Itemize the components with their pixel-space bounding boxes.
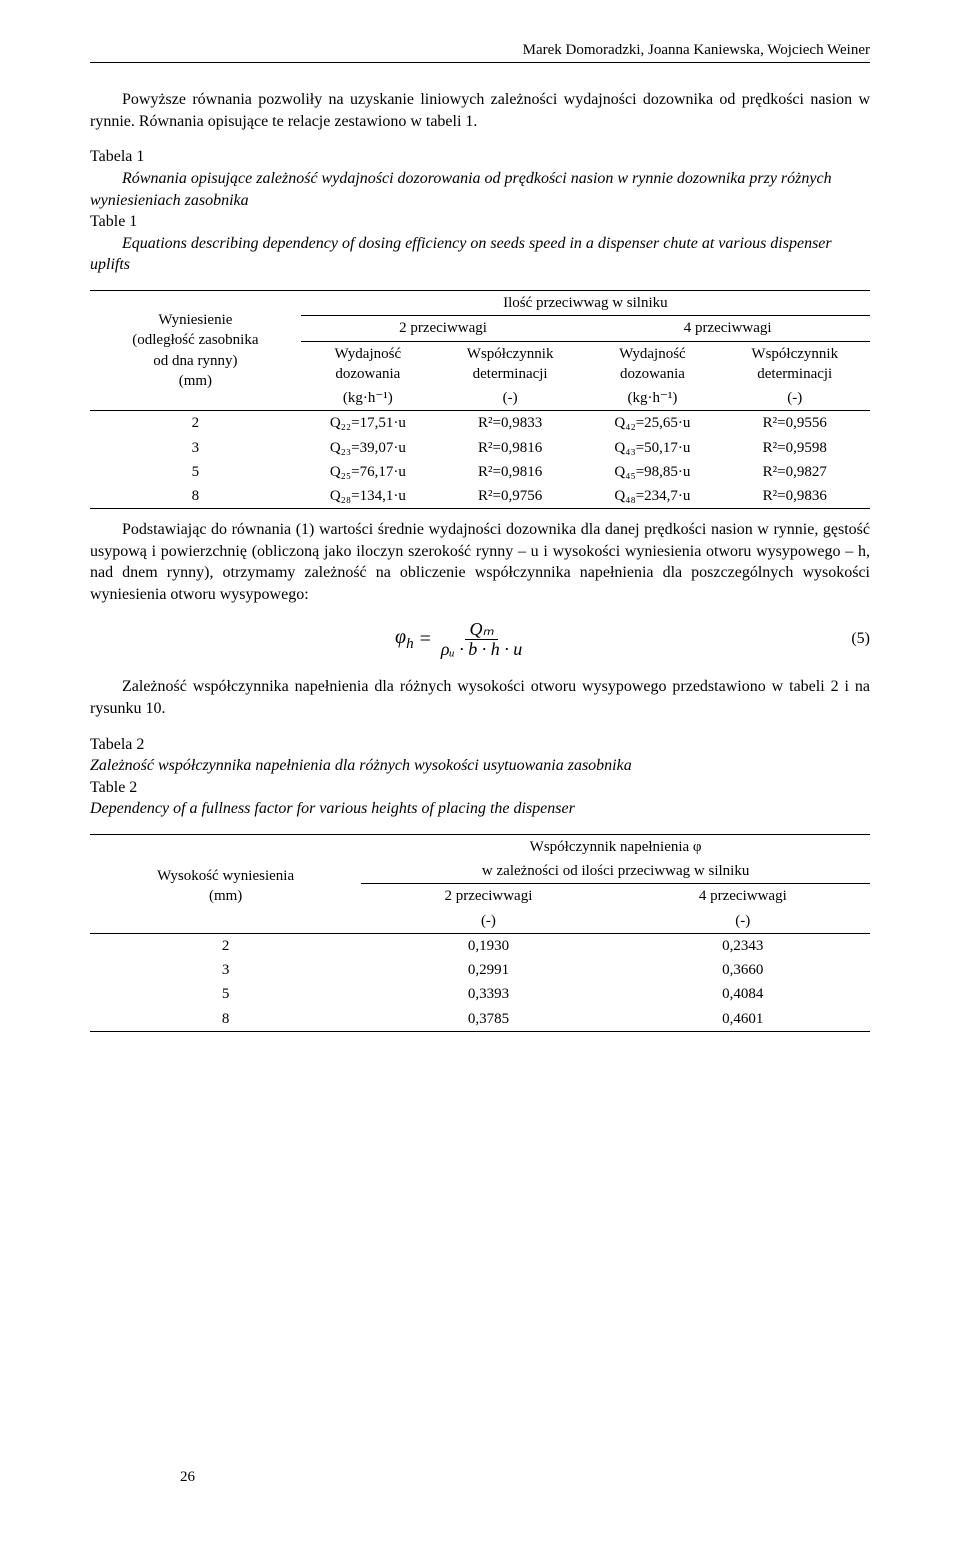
caption-en-title: Table 1 [90,211,870,233]
equation: φh = Qₘ ρᵤ · b · h · u (5) [90,620,870,659]
rowhead: od dna rynny) [96,351,295,371]
col-group-header: w zależności od ilości przeciwwag w siln… [361,859,870,884]
paragraph: Powyższe równania pozwoliły na uzyskanie… [90,89,870,132]
equation-number: (5) [831,628,870,650]
col-subhead: 2 przeciwwagi [301,316,586,341]
rowhead: (mm) [96,371,295,391]
caption-en-title: Table 2 [90,777,870,799]
col-label: Współczynnikdeterminacji [720,341,870,386]
table-row: 3Q₂₃=39,07·uR²=0,9816Q₄₃=50,17·uR²=0,959… [90,436,870,460]
caption-en-body: Equations describing dependency of dosin… [90,233,870,276]
caption-pl-body: Równania opisujące zależność wydajności … [90,168,870,211]
table-row: 2Q₂₂=17,51·uR²=0,9833Q₄₂=25,65·uR²=0,955… [90,411,870,436]
caption-pl-title: Tabela 1 [90,146,870,168]
table2-caption: Tabela 2 Zależność współczynnika napełni… [90,734,870,820]
col-unit: (-) [720,386,870,411]
col-subhead: 4 przeciwwagi [585,316,870,341]
table-row: 5Q₂₅=76,17·uR²=0,9816Q₄₅=98,85·uR²=0,982… [90,460,870,484]
rowhead: Wyniesienie [96,310,295,330]
caption-pl-body: Zależność współczynnika napełnienia dla … [90,755,870,777]
table-row: 20,19300,2343 [90,933,870,958]
rowhead: Wysokość wyniesienia [96,866,355,886]
col-group-header: Współczynnik napełnienia φ [361,834,870,859]
table-2: Wysokość wyniesienia (mm) Współczynnik n… [90,834,870,1032]
rowhead: (mm) [96,886,355,906]
col-label: Wydajnośćdozowania [301,341,435,386]
col-unit: (kg·h⁻¹) [585,386,719,411]
paragraph: Zależność współczynnika napełnienia dla … [90,676,870,719]
paragraph: Podstawiając do równania (1) wartości śr… [90,519,870,605]
rowhead: (odległość zasobnika [96,330,295,350]
col-label: Wydajnośćdozowania [585,341,719,386]
table-1: Wyniesienie (odległość zasobnika od dna … [90,290,870,509]
caption-pl-title: Tabela 2 [90,734,870,756]
col-unit: (kg·h⁻¹) [301,386,435,411]
col-unit: (-) [361,909,615,934]
page-number: 26 [180,1467,195,1487]
table-row: 8Q₂₈=134,1·uR²=0,9756Q₄₈=234,7·uR²=0,983… [90,484,870,509]
col-label: 4 przeciwwagi [616,884,870,909]
caption-en-body: Dependency of a fullness factor for vari… [90,798,870,820]
col-unit: (-) [616,909,870,934]
page-header: Marek Domoradzki, Joanna Kaniewska, Wojc… [90,40,870,63]
table1-caption: Tabela 1 Równania opisujące zależność wy… [90,146,870,276]
col-group-header: Ilość przeciwwag w silniku [301,291,870,316]
col-label: Współczynnikdeterminacji [435,341,585,386]
table-row: 30,29910,3660 [90,958,870,982]
table-row: 50,33930,4084 [90,982,870,1006]
col-unit: (-) [435,386,585,411]
col-label: 2 przeciwwagi [361,884,615,909]
table-row: 80,37850,4601 [90,1007,870,1032]
